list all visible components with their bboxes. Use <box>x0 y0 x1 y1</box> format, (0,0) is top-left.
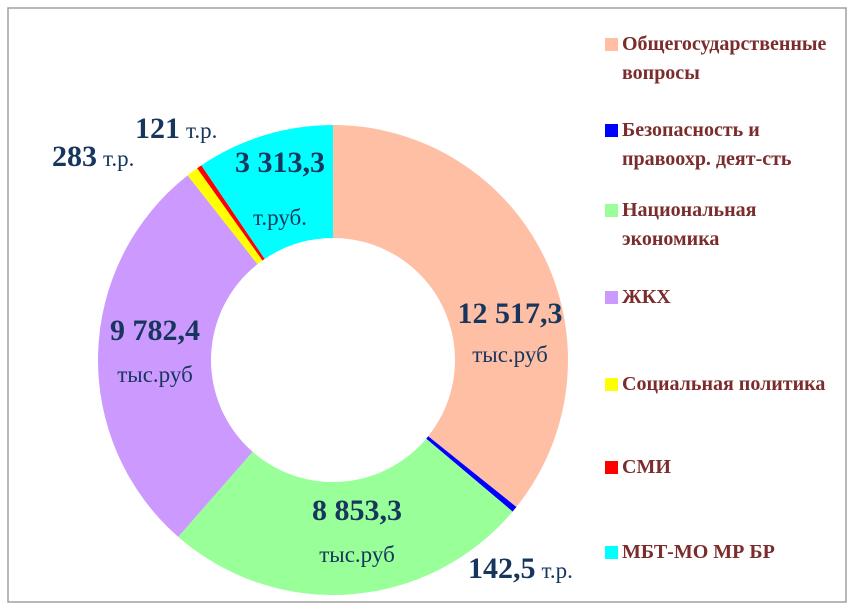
slice <box>187 168 263 265</box>
data-label-unit: т.руб. <box>253 205 307 230</box>
slice <box>333 125 568 507</box>
legend-label: Национальная экономика <box>622 199 757 250</box>
legend-label: МБТ-МО МР БР <box>622 541 775 563</box>
data-label: 3 313,3 <box>235 146 325 179</box>
legend-swatch <box>605 291 618 304</box>
data-label-unit: тыс.руб <box>117 362 193 387</box>
legend-swatch <box>605 124 618 137</box>
data-label: 142,5 т.р. <box>468 552 573 585</box>
data-label-unit: т.р. <box>542 558 573 583</box>
data-label-unit: т.р. <box>103 146 134 171</box>
legend-swatch <box>605 378 618 391</box>
slice <box>197 165 265 261</box>
legend-swatch <box>605 546 618 559</box>
data-label-number: 121 <box>135 112 180 145</box>
slice <box>178 438 513 595</box>
data-label: 8 853,3 <box>312 494 402 527</box>
slice <box>426 436 517 512</box>
legend-swatch <box>605 204 618 217</box>
data-label-unit: тыс.руб <box>472 342 548 367</box>
data-label: 12 517,3 <box>458 297 563 330</box>
data-label-number: 283 <box>52 140 97 173</box>
legend-label: СМИ <box>622 456 671 478</box>
data-label: 121 т.р. <box>135 112 217 145</box>
data-label-unit: тыс.руб <box>319 542 395 567</box>
data-label-number: 142,5 <box>468 552 536 585</box>
data-label: 283 т.р. <box>52 140 134 173</box>
slice <box>201 125 333 259</box>
legend-label: Общегосударственные вопросы <box>622 33 827 84</box>
legend-label: Безопасность и правоохр. деят-сть <box>622 119 792 170</box>
legend-swatch <box>605 461 618 474</box>
legend-label: ЖКХ <box>622 286 671 308</box>
data-label: 9 782,4 <box>110 314 200 347</box>
slice <box>98 175 258 537</box>
legend-label: Социальная политика <box>622 373 826 395</box>
data-label-unit: т.р. <box>186 118 217 143</box>
legend-swatch <box>605 38 618 51</box>
